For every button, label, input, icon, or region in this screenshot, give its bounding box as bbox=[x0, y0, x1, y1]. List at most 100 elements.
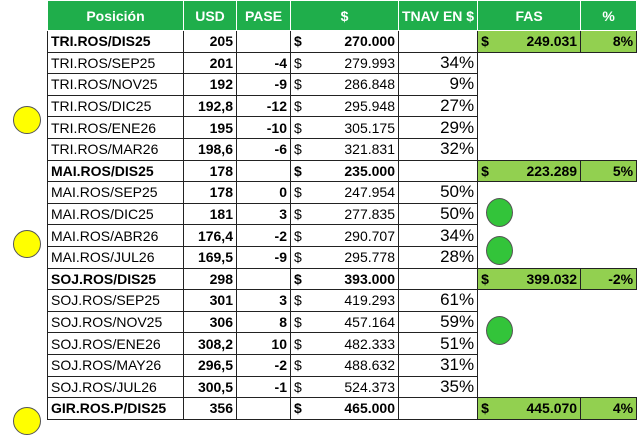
tnav-cell[interactable]: 28% bbox=[397, 245, 479, 269]
tnav-cell[interactable]: 61% bbox=[397, 289, 479, 312]
empty-cell[interactable] bbox=[581, 246, 637, 268]
price-cell[interactable]: $295.778 bbox=[290, 245, 399, 269]
empty-cell[interactable] bbox=[581, 138, 637, 160]
price-cell[interactable]: $419.293 bbox=[290, 289, 399, 312]
pct-cell[interactable]: 4% bbox=[580, 397, 638, 420]
pase-cell[interactable] bbox=[236, 30, 291, 53]
price-cell[interactable]: $277.835 bbox=[290, 202, 399, 226]
tnav-cell[interactable]: 34% bbox=[397, 224, 479, 247]
fas-cell[interactable]: $223.289 bbox=[477, 159, 582, 183]
usd-cell[interactable]: 178 bbox=[183, 159, 237, 183]
position-cell[interactable]: MAI.ROS/ABR26 bbox=[47, 224, 184, 247]
tnav-cell[interactable]: 34% bbox=[397, 51, 479, 75]
empty-cell[interactable] bbox=[478, 74, 581, 96]
column-header[interactable]: Posición bbox=[47, 0, 184, 31]
empty-cell[interactable] bbox=[478, 52, 581, 74]
pase-cell[interactable]: -10 bbox=[236, 116, 291, 139]
empty-cell[interactable] bbox=[581, 376, 637, 398]
position-cell[interactable]: MAI.ROS/JUL26 bbox=[47, 245, 184, 269]
empty-cell[interactable] bbox=[581, 354, 637, 376]
empty-cell[interactable] bbox=[478, 138, 581, 160]
fas-cell[interactable]: $399.032 bbox=[477, 267, 582, 291]
tnav-cell[interactable] bbox=[397, 30, 479, 53]
column-header[interactable]: $ bbox=[290, 0, 399, 31]
price-cell[interactable]: $305.175 bbox=[290, 116, 399, 139]
price-cell[interactable]: $321.831 bbox=[290, 137, 399, 161]
empty-cell[interactable] bbox=[581, 333, 637, 355]
empty-cell[interactable] bbox=[478, 376, 581, 398]
position-cell[interactable]: SOJ.ROS/NOV25 bbox=[47, 310, 184, 334]
pase-cell[interactable] bbox=[236, 267, 291, 291]
position-cell[interactable]: TRI.ROS/ENE26 bbox=[47, 116, 184, 139]
price-cell[interactable]: $279.993 bbox=[290, 51, 399, 75]
price-cell[interactable]: $247.954 bbox=[290, 181, 399, 204]
tnav-cell[interactable]: 31% bbox=[397, 353, 479, 377]
empty-cell[interactable] bbox=[581, 225, 637, 247]
usd-cell[interactable]: 201 bbox=[183, 51, 237, 75]
position-cell[interactable]: TRI.ROS/DIC25 bbox=[47, 94, 184, 118]
price-cell[interactable]: $488.632 bbox=[290, 353, 399, 377]
price-cell[interactable]: $482.333 bbox=[290, 332, 399, 355]
fas-cell[interactable]: $445.070 bbox=[477, 397, 582, 420]
tnav-cell[interactable]: 50% bbox=[397, 181, 479, 204]
usd-cell[interactable]: 192,8 bbox=[183, 94, 237, 118]
pase-cell[interactable]: -12 bbox=[236, 94, 291, 118]
usd-cell[interactable]: 308,2 bbox=[183, 332, 237, 355]
tnav-cell[interactable]: 9% bbox=[397, 73, 479, 96]
fas-cell[interactable]: $249.031 bbox=[477, 30, 582, 53]
usd-cell[interactable]: 306 bbox=[183, 310, 237, 334]
price-cell[interactable]: $290.707 bbox=[290, 224, 399, 247]
empty-cell[interactable] bbox=[581, 117, 637, 139]
empty-cell[interactable] bbox=[581, 95, 637, 117]
usd-cell[interactable]: 296,5 bbox=[183, 353, 237, 377]
empty-cell[interactable] bbox=[581, 52, 637, 74]
pase-cell[interactable]: 0 bbox=[236, 181, 291, 204]
column-header[interactable]: USD bbox=[183, 0, 237, 31]
tnav-cell[interactable]: 27% bbox=[397, 94, 479, 118]
tnav-cell[interactable] bbox=[397, 267, 479, 291]
position-cell[interactable]: SOJ.ROS/JUL26 bbox=[47, 375, 184, 399]
price-cell[interactable]: $393.000 bbox=[290, 267, 399, 291]
usd-cell[interactable]: 192 bbox=[183, 73, 237, 96]
usd-cell[interactable]: 301 bbox=[183, 289, 237, 312]
tnav-cell[interactable] bbox=[397, 159, 479, 183]
column-header[interactable]: % bbox=[580, 0, 638, 31]
empty-cell[interactable] bbox=[581, 311, 637, 333]
pase-cell[interactable]: -1 bbox=[236, 375, 291, 399]
pase-cell[interactable]: 3 bbox=[236, 202, 291, 226]
position-cell[interactable]: MAI.ROS/DIC25 bbox=[47, 202, 184, 226]
usd-cell[interactable]: 176,4 bbox=[183, 224, 237, 247]
position-cell[interactable]: MAI.ROS/SEP25 bbox=[47, 181, 184, 204]
usd-cell[interactable]: 205 bbox=[183, 30, 237, 53]
usd-cell[interactable]: 356 bbox=[183, 397, 237, 420]
position-cell[interactable]: MAI.ROS/DIS25 bbox=[47, 159, 184, 183]
empty-cell[interactable] bbox=[478, 354, 581, 376]
position-cell[interactable]: TRI.ROS/NOV25 bbox=[47, 73, 184, 96]
empty-cell[interactable] bbox=[581, 182, 637, 204]
usd-cell[interactable]: 169,5 bbox=[183, 245, 237, 269]
position-cell[interactable]: TRI.ROS/DIS25 bbox=[47, 30, 184, 53]
price-cell[interactable]: $524.373 bbox=[290, 375, 399, 399]
pase-cell[interactable]: -2 bbox=[236, 353, 291, 377]
usd-cell[interactable]: 298 bbox=[183, 267, 237, 291]
empty-cell[interactable] bbox=[478, 95, 581, 117]
column-header[interactable]: FAS bbox=[477, 0, 582, 31]
tnav-cell[interactable]: 51% bbox=[397, 332, 479, 355]
position-cell[interactable]: SOJ.ROS/SEP25 bbox=[47, 289, 184, 312]
pase-cell[interactable] bbox=[236, 397, 291, 420]
position-cell[interactable]: TRI.ROS/MAR26 bbox=[47, 137, 184, 161]
tnav-cell[interactable]: 35% bbox=[397, 375, 479, 399]
price-cell[interactable]: $295.948 bbox=[290, 94, 399, 118]
tnav-cell[interactable]: 59% bbox=[397, 310, 479, 334]
pct-cell[interactable]: 5% bbox=[580, 159, 638, 183]
column-header[interactable]: PASE bbox=[236, 0, 291, 31]
usd-cell[interactable]: 178 bbox=[183, 181, 237, 204]
price-cell[interactable]: $465.000 bbox=[290, 397, 399, 420]
pase-cell[interactable] bbox=[236, 159, 291, 183]
price-cell[interactable]: $457.164 bbox=[290, 310, 399, 334]
pase-cell[interactable]: 10 bbox=[236, 332, 291, 355]
empty-cell[interactable] bbox=[478, 290, 581, 312]
position-cell[interactable]: GIR.ROS.P/DIS25 bbox=[47, 397, 184, 420]
price-cell[interactable]: $286.848 bbox=[290, 73, 399, 96]
pct-cell[interactable]: 8% bbox=[580, 30, 638, 53]
